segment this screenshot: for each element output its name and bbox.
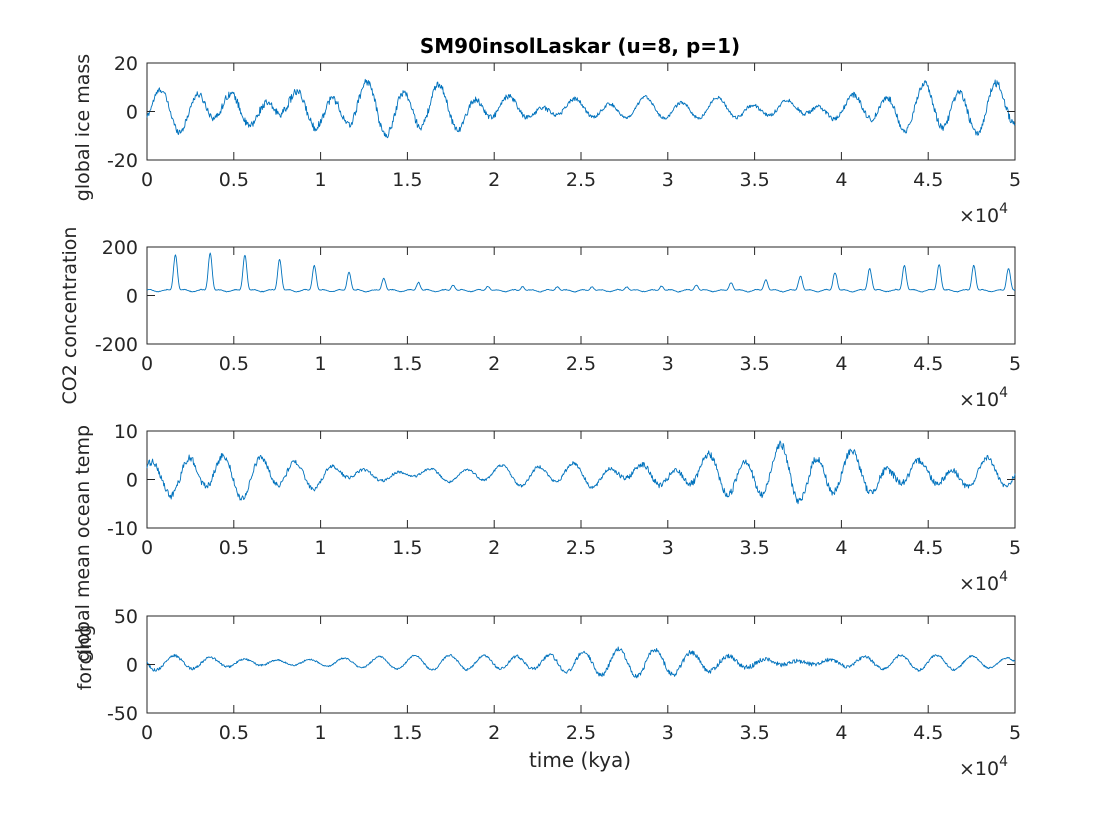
y-tick-label: -10 xyxy=(107,518,138,540)
y-axis-label: CO2 concentration xyxy=(59,227,81,405)
y-tick-label: 0 xyxy=(126,102,138,124)
y-tick-label: 0 xyxy=(126,470,138,492)
x-tick-label: 4 xyxy=(835,353,847,375)
y-tick-label: -200 xyxy=(95,334,138,356)
y-tick-label: -50 xyxy=(107,703,138,725)
x-tick-label: 3 xyxy=(662,353,674,375)
x-tick-label: 1 xyxy=(315,537,327,559)
y-tick-label: 0 xyxy=(126,286,138,308)
x-exponent-value: 4 xyxy=(999,754,1008,770)
plot-area xyxy=(146,246,1016,345)
x-tick-label: 4 xyxy=(835,537,847,559)
x-tick-label: 0.5 xyxy=(219,353,249,375)
x-tick-label: 1.5 xyxy=(392,722,422,744)
x-tick-label: 3.5 xyxy=(739,169,769,191)
y-tick-label: 50 xyxy=(114,606,138,628)
series-line xyxy=(146,440,1016,505)
y-tick-label: 20 xyxy=(114,53,138,75)
x-tick-label: 1.5 xyxy=(392,537,422,559)
x-tick-label: 2.5 xyxy=(566,722,596,744)
x-exponent-label: ×104 xyxy=(959,754,1008,780)
x-tick-label: 4 xyxy=(835,722,847,744)
x-tick-label: 1.5 xyxy=(392,353,422,375)
x-tick-label: 0.5 xyxy=(219,722,249,744)
x-tick-label: 2 xyxy=(488,537,500,559)
x-axis-label: time (kya) xyxy=(529,748,631,772)
x-tick-label: 4.5 xyxy=(913,537,943,559)
x-tick-label: 2 xyxy=(488,169,500,191)
chart-title: SM90insolLaskar (u=8, p=1) xyxy=(420,34,740,58)
y-axis-label: global ice mass xyxy=(72,54,94,201)
plot-area xyxy=(146,615,1016,714)
x-tick-label: 0 xyxy=(141,169,153,191)
x-tick-label: 3 xyxy=(662,537,674,559)
x-tick-label: 0 xyxy=(141,722,153,744)
y-axis-label: global mean ocean temp xyxy=(72,425,94,662)
y-tick-label: -20 xyxy=(107,150,138,172)
x-tick-label: 3 xyxy=(662,169,674,191)
x-tick-label: 0.5 xyxy=(219,169,249,191)
x-tick-label: 2 xyxy=(488,722,500,744)
x-tick-label: 5 xyxy=(1009,353,1021,375)
plot-area xyxy=(146,62,1016,161)
x-exponent-value: 4 xyxy=(999,569,1008,585)
series-line xyxy=(146,252,1016,293)
x-tick-label: 1.5 xyxy=(392,169,422,191)
series-line xyxy=(146,646,1016,679)
x-tick-label: 3.5 xyxy=(739,722,769,744)
x-tick-label: 2 xyxy=(488,353,500,375)
y-axis-label: forcing xyxy=(74,625,96,691)
x-tick-label: 2.5 xyxy=(566,169,596,191)
x-tick-label: 3 xyxy=(662,722,674,744)
series-line xyxy=(146,78,1016,139)
x-tick-label: 4.5 xyxy=(913,722,943,744)
x-tick-label: 4.5 xyxy=(913,353,943,375)
x-exponent-value: 4 xyxy=(999,201,1008,217)
y-tick-label: 10 xyxy=(114,421,138,443)
x-tick-label: 1 xyxy=(315,353,327,375)
x-tick-label: 5 xyxy=(1009,537,1021,559)
plot-area xyxy=(146,430,1016,529)
x-tick-label: 4 xyxy=(835,169,847,191)
x-tick-label: 3.5 xyxy=(739,353,769,375)
x-tick-label: 3.5 xyxy=(739,537,769,559)
subplot-4: 0 0.5 1 1.5 2 2.5 3 3.5 4 4.5 5-50050×104forcingti… xyxy=(74,606,1021,780)
x-tick-label: 1 xyxy=(315,722,327,744)
x-tick-label: 0 xyxy=(141,353,153,375)
x-tick-label: 2.5 xyxy=(566,537,596,559)
x-tick-label: 2.5 xyxy=(566,353,596,375)
x-tick-label: 0 xyxy=(141,537,153,559)
x-tick-label: 5 xyxy=(1009,169,1021,191)
x-tick-label: 4.5 xyxy=(913,169,943,191)
x-exponent-value: 4 xyxy=(999,385,1008,401)
x-tick-label: 5 xyxy=(1009,722,1021,744)
y-tick-label: 0 xyxy=(126,655,138,677)
x-tick-label: 0.5 xyxy=(219,537,249,559)
y-tick-label: 200 xyxy=(102,237,138,259)
x-tick-label: 1 xyxy=(315,169,327,191)
